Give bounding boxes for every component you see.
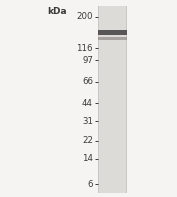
- Text: kDa: kDa: [48, 7, 67, 16]
- Text: 6: 6: [87, 180, 93, 189]
- Text: 22: 22: [82, 136, 93, 145]
- Bar: [98, 37, 127, 40]
- Text: 44: 44: [82, 99, 93, 108]
- Text: 97: 97: [82, 56, 93, 65]
- Bar: [98, 6, 127, 193]
- Bar: [98, 6, 99, 193]
- Text: 31: 31: [82, 117, 93, 126]
- Text: 200: 200: [76, 12, 93, 21]
- Text: 116: 116: [76, 44, 93, 53]
- Text: 14: 14: [82, 154, 93, 163]
- Bar: [126, 6, 127, 193]
- Bar: [98, 30, 127, 35]
- Text: 66: 66: [82, 77, 93, 86]
